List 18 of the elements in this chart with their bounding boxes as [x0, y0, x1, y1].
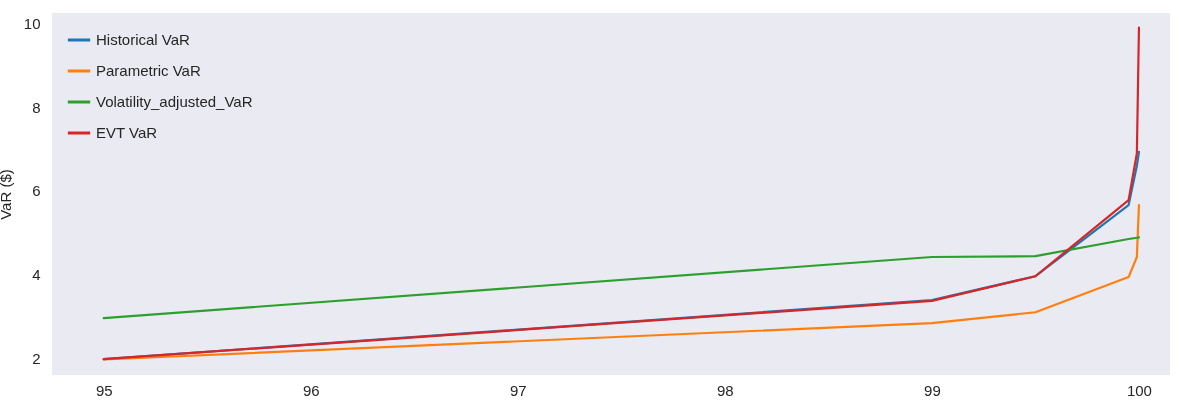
- legend-label: Volatility_adjusted_VaR: [96, 93, 253, 110]
- x-tick-label: 96: [302, 381, 320, 399]
- y-tick-label: 6: [32, 182, 41, 200]
- y-tick-label: 10: [23, 14, 41, 32]
- line-series: [102, 236, 1141, 320]
- legend-label: EVT VaR: [96, 124, 158, 141]
- x-tick-label: 100: [1126, 381, 1152, 399]
- x-tick-label: 98: [717, 381, 734, 399]
- y-axis-title: VaR ($): [0, 169, 14, 220]
- y-tick-label: 4: [32, 266, 41, 284]
- y-tick-label: 2: [32, 349, 41, 367]
- x-tick-label: 97: [509, 381, 527, 399]
- line-series: [102, 203, 1141, 361]
- x-tick-label: 99: [924, 381, 941, 399]
- legend-label: Historical VaR: [96, 31, 191, 48]
- x-tick-label: 95: [95, 381, 113, 399]
- y-tick-label: 8: [32, 98, 41, 116]
- legend-label: Parametric VaR: [96, 62, 201, 79]
